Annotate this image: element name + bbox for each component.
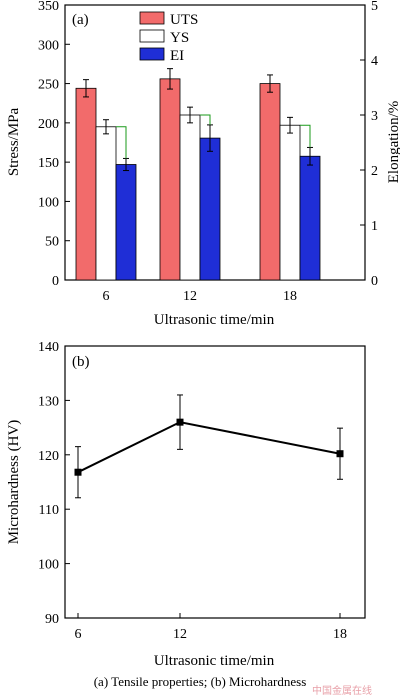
data-point — [74, 468, 82, 476]
legend-swatch-ys — [139, 29, 165, 43]
bar-ys — [279, 124, 301, 281]
y-tick-label: 100 — [38, 558, 59, 573]
series-line — [77, 421, 341, 474]
y2-axis-label-a: Elongation/% — [386, 101, 400, 184]
connector-line — [200, 114, 211, 125]
legend-swatch-ei — [139, 47, 165, 61]
x-axis-ticks: 6 12 18 — [103, 275, 297, 304]
y-tick-label: 140 — [38, 340, 59, 355]
right-tick-label: 1 — [371, 219, 378, 234]
connector-line — [300, 124, 311, 148]
bar-ei — [115, 164, 137, 281]
y-tick-label: 120 — [38, 449, 59, 464]
left-tick-label: 150 — [38, 156, 59, 171]
x-tick-label: 18 — [333, 627, 347, 642]
right-tick-label: 3 — [371, 109, 378, 124]
left-tick-label: 200 — [38, 117, 59, 132]
data-point — [176, 418, 184, 426]
x-tick-label: 18 — [283, 289, 297, 304]
figure-caption: (a) Tensile properties; (b) Microhardnes… — [93, 674, 307, 689]
bar-uts — [75, 87, 97, 281]
x-axis-label-b: Ultrasonic time/min — [154, 653, 275, 669]
left-tick-label: 100 — [38, 195, 59, 210]
connector-line — [116, 126, 127, 159]
left-tick-label: 250 — [38, 78, 59, 93]
data-point — [336, 450, 344, 458]
bar-uts — [259, 83, 281, 281]
left-tick-label: 300 — [38, 38, 59, 53]
bar-uts — [159, 78, 181, 281]
bar-ys — [95, 126, 117, 281]
microhardness-series — [74, 394, 344, 499]
y-tick-label: 90 — [45, 612, 59, 627]
legend: UTS YS EI — [139, 11, 198, 64]
legend-swatch-uts — [139, 11, 165, 25]
y-tick-label: 110 — [39, 503, 59, 518]
bar-ei — [199, 137, 221, 281]
bar-series — [75, 68, 321, 281]
plot-frame-b — [64, 345, 366, 619]
right-tick-label: 5 — [371, 0, 378, 14]
legend-label-ei: EI — [170, 48, 184, 64]
legend-label-ys: YS — [170, 30, 189, 46]
x-tick-label: 6 — [75, 627, 82, 642]
right-tick-label: 2 — [371, 164, 378, 179]
x-tick-label: 12 — [183, 289, 197, 304]
x-axis-label-a: Ultrasonic time/min — [154, 312, 275, 328]
y-tick-label: 130 — [38, 394, 59, 409]
y-axis-ticks-b: 90 100 110 120 130 140 — [38, 340, 70, 627]
right-tick-label: 4 — [371, 54, 378, 69]
watermark: 中国金属在线 — [312, 686, 372, 697]
x-axis-ticks-b: 6 12 18 — [75, 613, 347, 642]
right-tick-label: 0 — [371, 274, 378, 289]
left-axis-ticks: 0 50 100 150 200 250 300 350 — [38, 0, 70, 289]
right-axis-ticks: 0 1 2 3 4 5 — [360, 0, 378, 289]
left-tick-label: 0 — [52, 274, 59, 289]
legend-label-uts: UTS — [170, 12, 198, 28]
x-tick-label: 12 — [173, 627, 187, 642]
panel-label-b: (b) — [72, 354, 90, 370]
y-axis-label-b: Microhardness (HV) — [6, 420, 22, 545]
panel-label-a: (a) — [72, 12, 89, 28]
y-axis-label-a: Stress/MPa — [6, 107, 22, 176]
x-tick-label: 6 — [103, 289, 110, 304]
left-tick-label: 50 — [45, 235, 59, 250]
bar-ys — [179, 114, 201, 281]
bar-ei — [299, 155, 321, 281]
left-tick-label: 350 — [38, 0, 59, 14]
microhardness-chart: (b) 90 100 110 120 130 140 6 12 18 Ultrasonic t… — [6, 340, 366, 669]
